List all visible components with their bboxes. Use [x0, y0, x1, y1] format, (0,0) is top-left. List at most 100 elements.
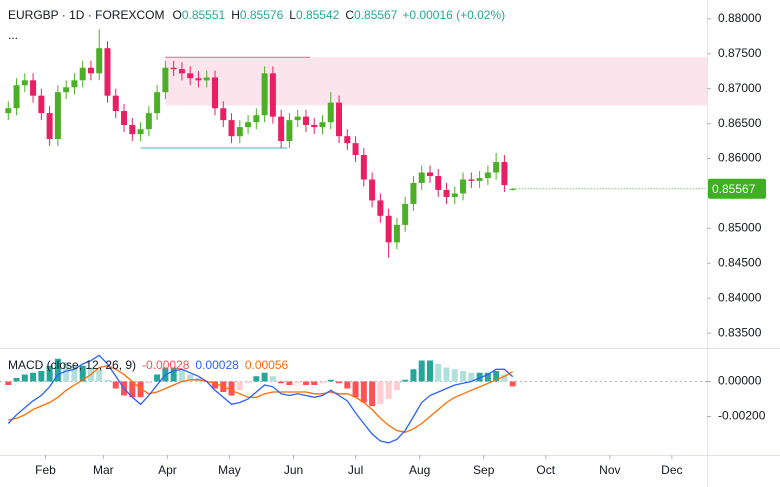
candle-body — [418, 172, 425, 183]
x-tick-label: Jul — [348, 463, 363, 477]
macd-histogram-bar — [54, 358, 61, 382]
y-tick-label: -0.00200 — [718, 409, 766, 423]
candle-body — [369, 179, 376, 201]
macd-histogram-bar — [236, 381, 243, 391]
candle-body — [211, 77, 218, 109]
candle-body — [319, 122, 326, 128]
ohlc-label: L — [289, 8, 296, 22]
ohlc-value: 0.85576 — [240, 8, 284, 22]
macd-legend-value: -0.00028 — [142, 358, 190, 372]
macd-histogram-bar — [344, 381, 351, 389]
candle-body — [352, 143, 359, 156]
macd-histogram-bar — [352, 381, 359, 398]
candle-body — [426, 172, 433, 176]
more: ... — [8, 28, 18, 42]
macd-histogram-bar — [137, 381, 144, 398]
macd-histogram-bar — [476, 372, 483, 382]
candle-body — [484, 172, 491, 179]
macd-histogram-bar — [493, 371, 500, 382]
y-tick-label: 0.84500 — [718, 255, 762, 269]
macd-histogram-bar — [211, 381, 218, 389]
macd-histogram-bar — [278, 381, 285, 384]
candle-body — [360, 155, 367, 180]
candle-body — [54, 92, 61, 139]
macd-histogram-bar — [13, 378, 20, 382]
macd-histogram-bar — [426, 360, 433, 382]
y-tick-label: 0.87000 — [718, 81, 762, 95]
macd-histogram-bar — [451, 369, 458, 382]
zone-rect — [165, 57, 707, 106]
x-tick-label: Apr — [158, 463, 177, 477]
candle-body — [112, 95, 119, 112]
macd-histogram-bar — [46, 365, 53, 382]
macd-histogram-bar — [269, 376, 276, 382]
candle-body — [253, 115, 260, 123]
macd-histogram-bar — [402, 379, 409, 382]
ohlc-value: 0.85542 — [296, 8, 340, 22]
y-tick-label: 0.84000 — [718, 290, 762, 304]
candle-body — [294, 116, 301, 121]
x-tick-label: Nov — [599, 463, 620, 477]
macd-histogram-bar — [154, 374, 161, 382]
macd-histogram-bar — [484, 372, 491, 382]
macd-histogram-bar — [145, 381, 152, 384]
macd-histogram-bar — [319, 381, 326, 384]
macd-histogram-bar — [327, 379, 334, 382]
y-tick-label: 0.86500 — [718, 116, 762, 130]
candle-body — [187, 73, 194, 79]
candle-body — [195, 78, 202, 81]
macd-histogram-bar — [501, 374, 508, 382]
x-tick-label: May — [218, 463, 241, 477]
macd-histogram-bar — [294, 381, 301, 384]
candle-body — [393, 224, 400, 243]
candle-body — [162, 67, 169, 93]
header: EURGBP · 1D · FOREXCOM O0.85551 H0.85576 L0… — [8, 8, 505, 22]
macd-histogram-bar — [509, 381, 516, 387]
candle-body — [170, 67, 177, 70]
last-price-label: 0.85567 — [712, 182, 756, 196]
candle-body — [63, 87, 70, 93]
candle-body — [509, 188, 516, 190]
candle-body — [220, 108, 227, 121]
candle-body — [468, 179, 475, 181]
y-tick-label: 0.87500 — [718, 46, 762, 60]
candle-body — [493, 162, 500, 173]
macd-histogram-bar — [63, 362, 70, 382]
macd-histogram-bar — [104, 379, 111, 382]
candle-body — [302, 116, 309, 126]
ohlc-value: 0.85567 — [354, 8, 398, 22]
candle-body — [261, 73, 268, 116]
ohlc-value: 0.85551 — [182, 8, 226, 22]
candle-body — [460, 179, 467, 194]
x-tick-label: Mar — [93, 463, 114, 477]
macd-title: MACD (close, 12, 26, 9) — [8, 358, 136, 372]
candle-body — [385, 215, 392, 243]
candle-body — [327, 102, 334, 123]
ohlc-label: C — [345, 8, 354, 22]
candle-body — [377, 200, 384, 216]
candle-body — [30, 80, 37, 96]
x-tick-label: Dec — [661, 463, 682, 477]
macd-histogram-bar — [377, 381, 384, 405]
macd-histogram-bar — [385, 381, 392, 399]
candle-body — [96, 48, 103, 74]
macd-histogram-bar — [393, 381, 400, 391]
macd-histogram-bar — [302, 381, 309, 385]
macd-histogram-bar — [112, 381, 119, 389]
candle-body — [245, 122, 252, 128]
ohlc-label: H — [231, 8, 240, 22]
candle-body — [410, 182, 417, 204]
macd-histogram-bar — [435, 364, 442, 382]
macd-histogram-bar — [418, 360, 425, 382]
macd-histogram-bar — [129, 381, 136, 398]
candle-body — [203, 77, 210, 81]
macd-legend: MACD (close, 12, 26, 9) -0.00028 0.00028 0.… — [8, 358, 289, 372]
candle-body — [13, 85, 20, 109]
macd-histogram-bar — [261, 372, 268, 382]
candle-body — [178, 69, 185, 74]
candle-body — [104, 48, 111, 96]
macd-histogram-bar — [468, 372, 475, 382]
candle-body — [71, 80, 78, 88]
